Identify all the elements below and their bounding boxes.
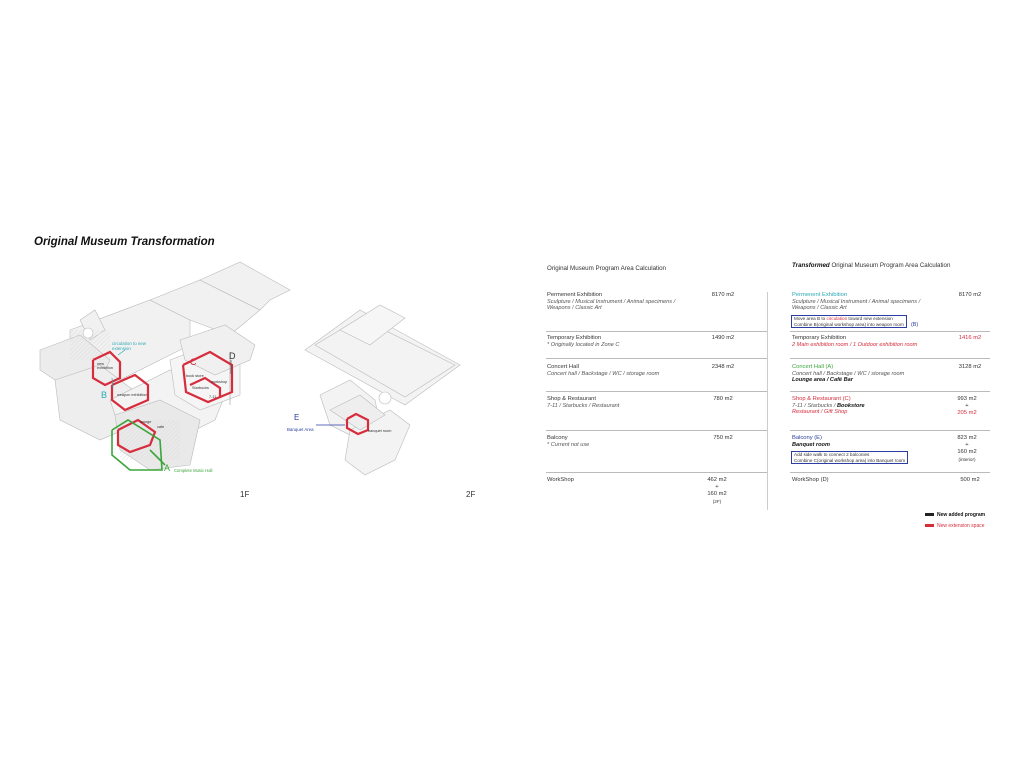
trans-area-concert: 3128 m2 <box>958 364 982 370</box>
plan-1f-zones <box>91 350 234 454</box>
label-circulation: circulation to new extension <box>112 341 146 351</box>
trans-row-concert: Concert Hall (A) Concert hall / Backstag… <box>792 364 905 384</box>
divider <box>546 472 768 473</box>
trans-area-permanent: 8170 m2 <box>958 292 982 298</box>
orig-area-temporary: 1490 m2 <box>711 335 735 341</box>
orig-area-permanent: 8170 m2 <box>711 292 735 298</box>
plan-1f <box>39 261 291 471</box>
plan-2f <box>304 304 461 476</box>
trans-note-balcony: Add side walk to connect 2 balconies Com… <box>791 451 909 465</box>
trans-area-balcony: 823 m2 + 160 m2 (interior) <box>957 435 977 462</box>
trans-area-workshop: 500 m2 <box>960 477 980 483</box>
plan-1f-leaders <box>111 349 126 389</box>
legend-swatch-red <box>925 524 934 527</box>
label-banquet-room: banquet room <box>368 429 392 433</box>
orig-row-shop: Shop & Restaurant 7-11 / Starbucks / Res… <box>547 396 620 409</box>
divider <box>790 430 990 431</box>
label-starbucks: Starbucks <box>192 386 209 390</box>
orig-area-workshop: 462 m2 + 160 m2 (2F) <box>707 477 727 504</box>
zone-b-letter: B <box>101 390 108 400</box>
plan-1f-music-hall <box>111 419 166 471</box>
floor-label-1f: 1F <box>240 490 250 499</box>
divider <box>546 358 768 359</box>
orig-row-temporary: Temporary Exhibition * Originally locate… <box>547 335 620 348</box>
divider <box>546 391 768 392</box>
divider <box>790 391 990 392</box>
legend-new-extension: New extension space <box>925 523 985 529</box>
trans-row-temporary: Temporary Exhibition 2 Main exhibition r… <box>792 335 918 348</box>
plan-2f-zone-e <box>345 412 370 436</box>
label-weapon-exhibition: weapon exhibition <box>117 393 148 397</box>
zone-e-letter: E <box>294 413 300 422</box>
trans-row-workshop: WorkShop (D) <box>792 477 829 483</box>
orig-row-workshop: WorkShop <box>547 477 574 483</box>
page-title: Original Museum Transformation <box>34 236 215 248</box>
table-separator <box>767 292 768 510</box>
zone-c-letter: C <box>190 357 197 367</box>
divider <box>790 472 990 473</box>
orig-row-permanent: Permenent Exhibition Sculpture / Musical… <box>547 292 676 312</box>
label-cafe: cafe <box>157 425 165 429</box>
orig-row-balcony: Balcony * Current not use <box>547 435 590 448</box>
trans-area-temporary: 1416 m2 <box>958 335 982 341</box>
floor-label-2f: 2F <box>466 490 476 499</box>
trans-note-permanent: Move area B to circulation toward new ex… <box>791 315 907 329</box>
label-book-store: book store <box>186 374 204 378</box>
legend-new-program: New added program <box>925 512 985 518</box>
divider <box>790 331 990 332</box>
label-new-exhibition: new exhibition <box>97 362 114 371</box>
transformed-table-header: Transformed Original Museum Program Area… <box>792 262 951 269</box>
legend-swatch-dark <box>925 513 934 516</box>
zone-a-letter: A <box>164 463 171 473</box>
label-workshop: workshop <box>211 380 228 384</box>
original-table-header: Original Museum Program Area Calculation <box>547 265 666 272</box>
divider <box>790 358 990 359</box>
trans-tag-b: (B) <box>911 322 919 328</box>
divider <box>546 430 768 431</box>
orig-area-concert: 2348 m2 <box>711 364 735 370</box>
zone-d-letter: D <box>229 351 236 361</box>
label-seven-eleven: 7-11 <box>209 395 217 399</box>
divider <box>546 331 768 332</box>
orig-area-shop: 780 m2 <box>713 396 733 402</box>
trans-row-balcony: Balcony (E) Banquet room <box>792 435 830 448</box>
orig-row-concert: Concert Hall Concert hall / Backstage / … <box>547 364 660 377</box>
label-lounge: lounge <box>140 420 152 424</box>
label-banquet-area: Banquet Area <box>287 427 314 432</box>
trans-row-shop: Shop & Restaurant (C) 7-11 / Starbucks /… <box>792 396 865 416</box>
label-music-hall: Complete Music Hall <box>174 468 213 473</box>
trans-row-permanent: Permenent Exhibition Sculpture / Musical… <box>792 292 921 312</box>
trans-area-shop: 993 m2 + 205 m2 <box>957 396 977 416</box>
orig-area-balcony: 750 m2 <box>713 435 733 441</box>
